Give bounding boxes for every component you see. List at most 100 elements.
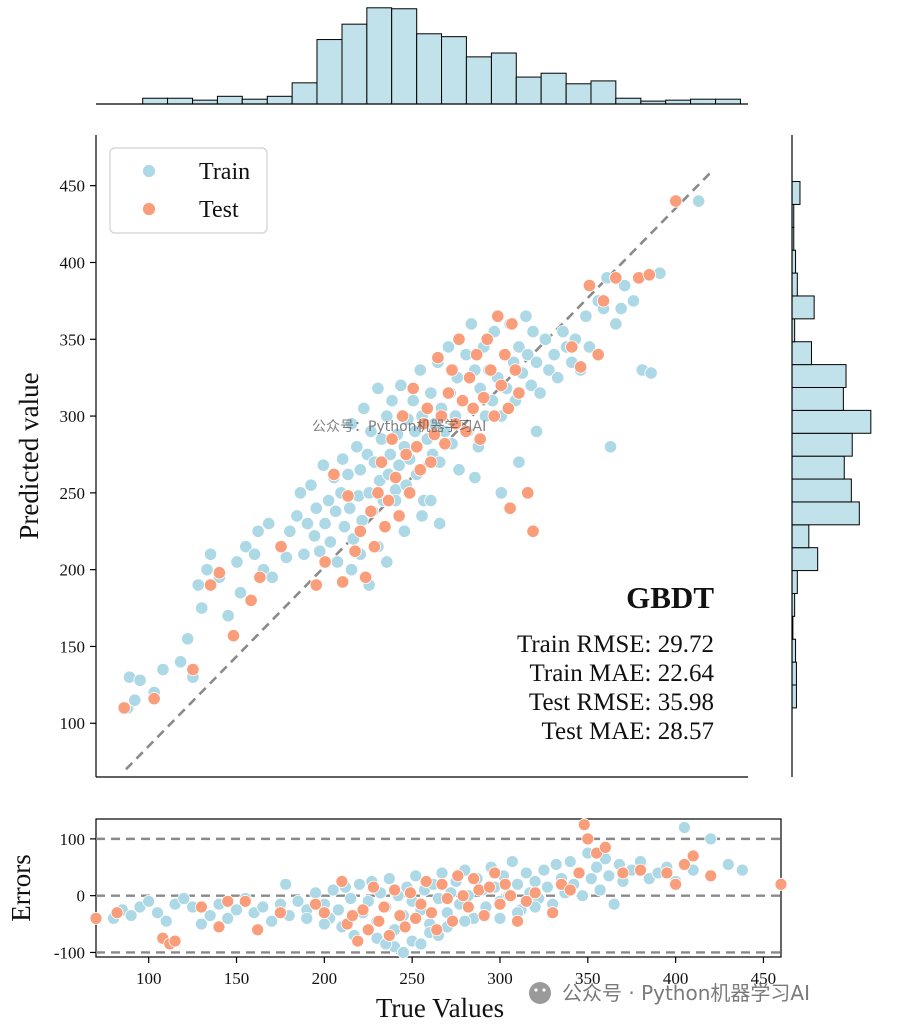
error-x-tick-label: 450 — [751, 969, 777, 988]
train-point — [380, 409, 394, 423]
error-test-point — [212, 920, 226, 934]
error-test-point — [446, 914, 459, 928]
test-point — [392, 509, 406, 523]
test-point — [573, 360, 588, 374]
train-point — [336, 452, 350, 466]
train-point — [251, 524, 265, 538]
error-train-point — [256, 900, 270, 914]
right-hist-bar — [791, 570, 798, 594]
right-hist-bar — [791, 364, 847, 388]
main-y-tick-label: 300 — [60, 407, 86, 426]
error-test-point — [477, 909, 491, 922]
error-test-point — [660, 866, 674, 880]
test-point — [406, 381, 420, 396]
train-point — [156, 662, 170, 677]
top-hist-bar — [590, 80, 617, 105]
error-x-tick-label: 200 — [312, 969, 338, 988]
error-train-point — [563, 855, 577, 868]
error-test-point — [528, 886, 542, 900]
test-point — [396, 409, 410, 423]
model-name: GBDT — [626, 580, 714, 615]
test-point — [203, 578, 218, 592]
error-test-point — [419, 875, 433, 888]
train-point — [464, 317, 478, 331]
main-axes — [95, 135, 748, 778]
train-point — [519, 309, 533, 323]
train-point — [603, 440, 618, 454]
train-point — [203, 547, 218, 561]
error-test-point — [393, 909, 407, 922]
error-test-point — [168, 934, 182, 948]
test-point — [487, 409, 501, 423]
error-train-point — [300, 911, 314, 925]
error-test-point — [616, 866, 630, 880]
train-point — [521, 348, 535, 362]
right-hist-bar — [791, 661, 797, 686]
error-scatter-points — [89, 818, 788, 959]
test-point — [226, 629, 241, 643]
train-point — [529, 424, 544, 439]
error-test-point — [372, 914, 386, 928]
test-point — [410, 440, 424, 454]
error-test-point — [194, 900, 208, 914]
error-train-point — [344, 892, 358, 905]
test-point — [417, 417, 431, 431]
test-point — [477, 391, 491, 405]
train-point — [551, 371, 565, 385]
train-point — [343, 501, 357, 515]
error-test-point — [467, 872, 481, 886]
test-point — [565, 340, 579, 354]
error-test-point — [398, 920, 412, 934]
top-hist-bar — [167, 97, 194, 105]
error-test-point — [498, 877, 512, 891]
train-point — [408, 424, 422, 439]
test-point — [494, 378, 508, 392]
train-point — [353, 463, 367, 477]
legend-train-marker — [142, 164, 156, 178]
test-point — [381, 493, 396, 508]
error-test-point — [686, 849, 700, 863]
train-point — [441, 340, 456, 354]
train-point — [512, 340, 526, 354]
right-hist-bar — [791, 547, 819, 572]
main-y-tick-label: 450 — [60, 177, 86, 196]
train-point — [233, 586, 248, 600]
train-point — [322, 493, 336, 508]
error-train-point — [331, 903, 345, 917]
train-point — [239, 540, 253, 554]
train-point — [307, 529, 322, 543]
error-test-point — [309, 897, 322, 911]
test-point — [503, 501, 517, 515]
wechat-logo-icon — [529, 982, 551, 1004]
test-point — [274, 540, 288, 554]
test-point — [413, 463, 427, 477]
top-hist-bar — [216, 95, 243, 105]
test-point — [505, 317, 519, 331]
train-point — [344, 417, 359, 431]
top-hist-bar — [490, 52, 517, 105]
error-train-point — [203, 909, 217, 922]
train-point — [364, 424, 378, 439]
right-hist-bar — [791, 181, 801, 205]
error-x-tick-label: 250 — [399, 969, 425, 988]
right-hist-bar — [791, 341, 812, 366]
error-train-point — [309, 886, 322, 900]
error-test-point — [435, 877, 449, 891]
train-point — [385, 394, 399, 408]
train-point — [300, 516, 315, 531]
error-test-point — [440, 892, 454, 905]
test-point — [431, 351, 445, 365]
test-point — [455, 394, 470, 408]
test-point — [609, 271, 623, 285]
train-point — [614, 301, 628, 316]
error-test-point — [563, 883, 577, 897]
train-point — [415, 509, 429, 523]
test-point — [147, 692, 161, 706]
train-point — [247, 547, 262, 561]
train-point — [200, 563, 214, 577]
test-mae-text: Test MAE: 28.57 — [541, 718, 714, 745]
train-point — [173, 655, 188, 669]
test-point — [403, 486, 417, 500]
error-train-point — [124, 909, 138, 922]
train-point — [397, 524, 411, 538]
